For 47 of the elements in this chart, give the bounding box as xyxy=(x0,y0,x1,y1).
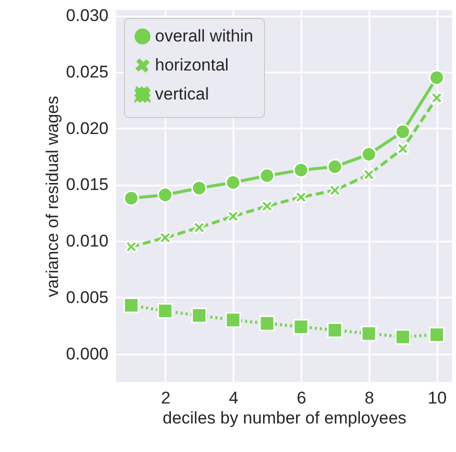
y-tick-label: 0.005 xyxy=(66,288,108,307)
point xyxy=(124,240,138,254)
point xyxy=(259,316,275,332)
legend-label: vertical xyxy=(155,84,209,104)
y-axis-title: variance of residual wages xyxy=(42,96,62,298)
y-tick-label: 0.025 xyxy=(66,62,108,82)
point xyxy=(225,174,241,190)
x-tick-label: 6 xyxy=(296,388,306,408)
x-tick-label: 2 xyxy=(160,388,170,408)
point xyxy=(430,92,444,104)
x-tick-label: 8 xyxy=(364,388,374,408)
x-tick-label: 4 xyxy=(228,388,238,408)
point xyxy=(362,168,376,181)
point xyxy=(157,187,174,203)
y-tick-label: 0.015 xyxy=(66,175,108,194)
point xyxy=(123,298,140,314)
point xyxy=(260,200,274,213)
x-axis-title: deciles by number of employees xyxy=(162,408,406,428)
point xyxy=(394,124,411,140)
y-tick-label: 0.000 xyxy=(66,344,108,364)
point xyxy=(327,322,343,338)
point xyxy=(225,312,241,328)
x-tick-label: 10 xyxy=(428,388,447,408)
point xyxy=(428,70,445,86)
point xyxy=(293,162,309,178)
point xyxy=(361,326,377,342)
point xyxy=(428,326,445,342)
point xyxy=(361,146,377,162)
point xyxy=(328,184,342,197)
point xyxy=(157,303,174,319)
point xyxy=(192,221,206,234)
point xyxy=(294,190,308,204)
point xyxy=(158,231,172,244)
point xyxy=(396,142,410,156)
point xyxy=(327,158,343,174)
y-tick-label: 0.030 xyxy=(66,6,108,26)
point xyxy=(394,329,411,345)
point xyxy=(226,210,240,223)
point xyxy=(191,180,207,196)
y-tick-label: 0.020 xyxy=(66,118,108,138)
point xyxy=(123,190,140,206)
point xyxy=(293,318,309,335)
y-tick-label: 0.010 xyxy=(66,232,108,251)
legend-label: horizontal xyxy=(155,56,229,74)
legend-label: overall within xyxy=(155,26,254,46)
point xyxy=(259,168,275,184)
point xyxy=(191,308,207,324)
